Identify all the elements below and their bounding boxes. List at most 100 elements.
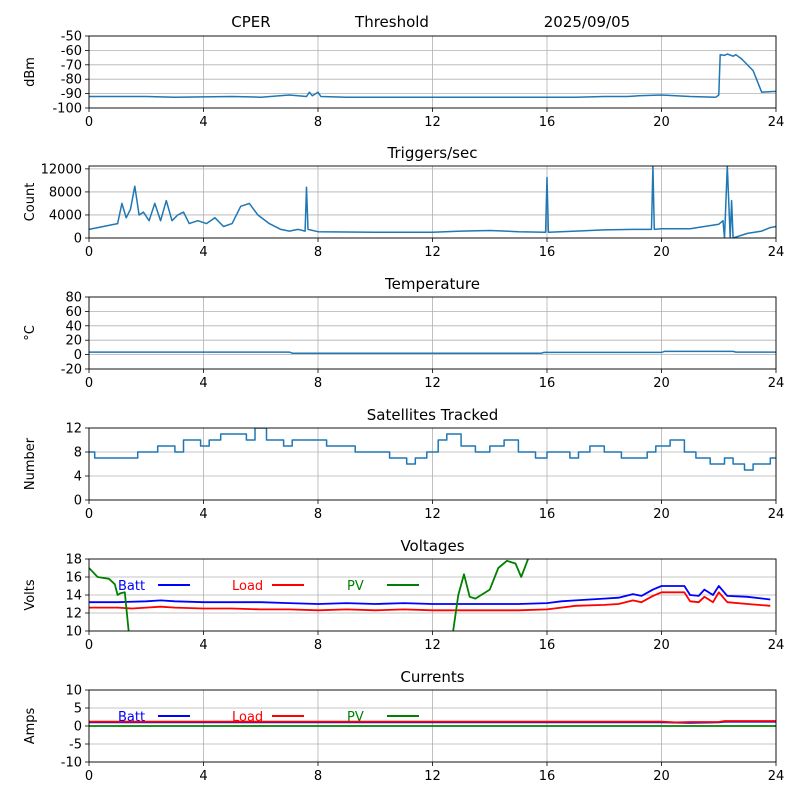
y-tick-label: 0 bbox=[74, 494, 82, 509]
series-line-currents-1 bbox=[89, 720, 776, 724]
x-tick-label: 8 bbox=[314, 769, 322, 784]
y-tick-label: 0 bbox=[74, 232, 82, 247]
y-tick-label: 12000 bbox=[41, 162, 82, 177]
x-tick-label: 16 bbox=[539, 638, 556, 653]
x-tick-label: 24 bbox=[768, 245, 785, 260]
plot-frame bbox=[88, 689, 777, 763]
series-line-voltages-2 bbox=[89, 559, 530, 631]
x-tick-label: 0 bbox=[85, 376, 93, 391]
y-tick-label: 10 bbox=[65, 625, 82, 640]
y-tick-label: 0 bbox=[74, 720, 82, 735]
y-tick-label: 16 bbox=[65, 571, 82, 586]
x-tick-label: 0 bbox=[85, 507, 93, 522]
series-line-voltages-1 bbox=[89, 591, 771, 612]
panel-title: Satellites Tracked bbox=[367, 406, 498, 424]
y-tick-label: 4 bbox=[74, 470, 82, 485]
y-tick-label: -10 bbox=[61, 756, 82, 771]
series-line-voltages-0 bbox=[89, 585, 771, 605]
y-axis-label: Amps bbox=[23, 707, 38, 744]
legend-label-load: Load bbox=[232, 710, 263, 725]
x-tick-label: 24 bbox=[768, 507, 785, 522]
y-tick-label: 12 bbox=[65, 607, 82, 622]
y-tick-label: -5 bbox=[69, 738, 82, 753]
y-axis-label: °C bbox=[23, 325, 38, 341]
x-tick-label: 20 bbox=[653, 376, 670, 391]
x-tick-label: 8 bbox=[314, 507, 322, 522]
y-tick-label: -80 bbox=[61, 73, 82, 88]
panel-title: Voltages bbox=[400, 537, 464, 555]
y-tick-label: 20 bbox=[65, 334, 82, 349]
x-tick-label: 16 bbox=[539, 245, 556, 260]
chart-panel-triggers: 0 4 8 12 16 20 24 0 4000 8000 12000 Triggers/sec Cou… bbox=[23, 144, 784, 260]
x-tick-label: 0 bbox=[85, 769, 93, 784]
panel-title: Triggers/sec bbox=[387, 144, 478, 162]
legend-label-batt: Batt bbox=[118, 710, 145, 725]
chart-panel-signal: 0 4 8 12 16 20 24 -50-60-70-80-90-100 dBm bbox=[23, 30, 784, 131]
plot-frame bbox=[88, 165, 777, 239]
chart-panel-voltages: 0 4 8 12 16 20 24 10 12 14 16 18 Voltages Volts Batt Lo… bbox=[23, 537, 784, 653]
x-tick-label: 24 bbox=[768, 115, 785, 130]
y-tick-label: 60 bbox=[65, 305, 82, 320]
y-tick-label: 8 bbox=[74, 446, 82, 461]
header-station: CPER bbox=[231, 13, 270, 31]
legend-label-pv: PV bbox=[347, 579, 364, 594]
x-tick-label: 16 bbox=[539, 769, 556, 784]
y-axis-label: Number bbox=[23, 437, 38, 490]
x-tick-label: 12 bbox=[424, 769, 441, 784]
x-tick-label: 0 bbox=[85, 115, 93, 130]
x-tick-label: 20 bbox=[653, 115, 670, 130]
x-tick-label: 4 bbox=[199, 376, 207, 391]
x-tick-label: 12 bbox=[424, 507, 441, 522]
x-tick-label: 20 bbox=[653, 769, 670, 784]
x-tick-label: 12 bbox=[424, 638, 441, 653]
y-tick-label: -20 bbox=[61, 363, 82, 378]
x-tick-label: 8 bbox=[314, 376, 322, 391]
chart-panel-currents: 0 4 8 12 16 20 24 -10 -5 0 5 10 Currents Amps Batt Load… bbox=[23, 668, 784, 784]
y-tick-label: 4000 bbox=[49, 208, 82, 223]
plot-frame bbox=[88, 35, 777, 109]
y-tick-label: -50 bbox=[61, 30, 82, 45]
series-line-temperature-0 bbox=[89, 350, 776, 354]
y-axis-label: dBm bbox=[23, 57, 38, 87]
legend-label-pv: PV bbox=[347, 710, 364, 725]
x-tick-label: 16 bbox=[539, 376, 556, 391]
y-tick-label: 14 bbox=[65, 589, 82, 604]
y-tick-label: -70 bbox=[61, 58, 82, 73]
y-tick-label: 12 bbox=[65, 422, 82, 437]
x-tick-label: 16 bbox=[539, 507, 556, 522]
y-tick-label: -90 bbox=[61, 87, 82, 102]
header-mode: Threshold bbox=[354, 13, 429, 31]
chart-panel-satellites: 0 4 8 12 16 20 24 0 4 8 12 Satellites Tracked Number bbox=[23, 406, 784, 522]
x-tick-label: 20 bbox=[653, 638, 670, 653]
y-tick-label: 8000 bbox=[49, 185, 82, 200]
x-tick-label: 12 bbox=[424, 115, 441, 130]
series-line-satellites-0 bbox=[89, 428, 776, 471]
y-tick-label: -60 bbox=[61, 44, 82, 59]
x-tick-label: 16 bbox=[539, 115, 556, 130]
plot-frame bbox=[88, 558, 777, 632]
header-date: 2025/09/05 bbox=[544, 13, 630, 31]
y-tick-label: 80 bbox=[65, 291, 82, 306]
plot-frame bbox=[88, 427, 777, 501]
y-tick-label: 5 bbox=[74, 702, 82, 717]
panel-title: Currents bbox=[400, 668, 464, 686]
x-tick-label: 0 bbox=[85, 245, 93, 260]
x-tick-label: 4 bbox=[199, 245, 207, 260]
y-tick-label: 10 bbox=[65, 684, 82, 699]
x-tick-label: 12 bbox=[424, 245, 441, 260]
y-tick-label: 18 bbox=[65, 553, 82, 568]
series-line-signal-0 bbox=[89, 53, 776, 98]
x-tick-label: 4 bbox=[199, 507, 207, 522]
x-tick-label: 24 bbox=[768, 769, 785, 784]
x-tick-label: 24 bbox=[768, 376, 785, 391]
y-tick-label: -100 bbox=[52, 102, 82, 117]
panel-title: Temperature bbox=[384, 275, 480, 293]
y-tick-label: 0 bbox=[74, 348, 82, 363]
y-axis-label: Count bbox=[23, 183, 38, 222]
x-tick-label: 24 bbox=[768, 638, 785, 653]
x-tick-label: 4 bbox=[199, 115, 207, 130]
x-tick-label: 4 bbox=[199, 769, 207, 784]
plot-frame bbox=[88, 296, 777, 370]
